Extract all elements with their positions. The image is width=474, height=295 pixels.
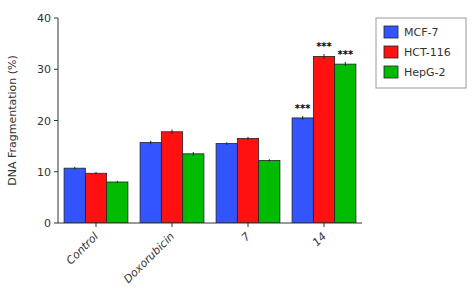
x-tick-label: 14 — [310, 230, 329, 249]
bar — [237, 138, 258, 223]
legend-swatch — [384, 66, 398, 78]
y-tick-label: 10 — [37, 166, 51, 179]
legend: MCF-7 HCT-116 HepG-2 — [376, 18, 466, 88]
bar — [64, 168, 85, 223]
x-tick-label: 7 — [239, 230, 253, 244]
y-tick — [54, 18, 58, 19]
bar — [216, 144, 237, 223]
y-tick — [54, 171, 58, 172]
legend-label: HepG-2 — [404, 66, 446, 79]
legend-swatch — [384, 46, 398, 58]
bar — [85, 173, 106, 223]
error-bar — [302, 116, 303, 120]
x-axis-line — [58, 223, 362, 224]
error-bar — [248, 137, 249, 140]
y-tick-label: 30 — [37, 63, 51, 76]
annotation: *** — [337, 49, 353, 60]
bar — [313, 56, 334, 223]
error-bar — [324, 54, 325, 59]
x-tick — [96, 223, 97, 227]
error-bar — [269, 159, 270, 162]
error-bar — [345, 62, 346, 66]
error-bar — [226, 142, 227, 145]
bar — [161, 132, 182, 223]
bar — [107, 182, 128, 223]
bar — [140, 143, 161, 223]
bar — [335, 64, 356, 223]
y-tick — [54, 69, 58, 70]
bar — [259, 160, 280, 223]
error-bar — [117, 181, 118, 184]
error-bar — [74, 167, 75, 170]
chart-container: *** *** *** 0 10 20 30 40 Control Doxorubicin 7 14 D… — [0, 0, 474, 295]
error-bar — [96, 172, 97, 175]
error-bar — [193, 152, 194, 156]
annotation: *** — [316, 41, 332, 52]
y-axis-label: DNA Fragmentation (%) — [6, 55, 19, 186]
y-tick — [54, 120, 58, 121]
bar — [292, 118, 313, 223]
x-tick — [248, 223, 249, 227]
x-tick-label: Control — [64, 230, 101, 267]
x-tick-label: Doxorubicin — [121, 230, 177, 286]
error-bar — [150, 141, 151, 145]
x-tick — [324, 223, 325, 227]
y-tick — [54, 223, 58, 224]
y-tick-label: 0 — [44, 217, 51, 230]
y-tick-label: 20 — [37, 115, 51, 128]
legend-swatch — [384, 26, 398, 38]
plot-area — [64, 54, 356, 223]
legend-frame — [376, 18, 466, 88]
x-tick — [172, 223, 173, 227]
chart: *** *** *** 0 10 20 30 40 Control Doxorubicin 7 14 D… — [0, 0, 474, 295]
y-tick-label: 40 — [37, 12, 51, 25]
error-bar — [172, 129, 173, 134]
legend-label: HCT-116 — [404, 46, 451, 59]
legend-label: MCF-7 — [404, 26, 438, 39]
bar — [183, 154, 204, 223]
annotation: *** — [295, 103, 311, 114]
